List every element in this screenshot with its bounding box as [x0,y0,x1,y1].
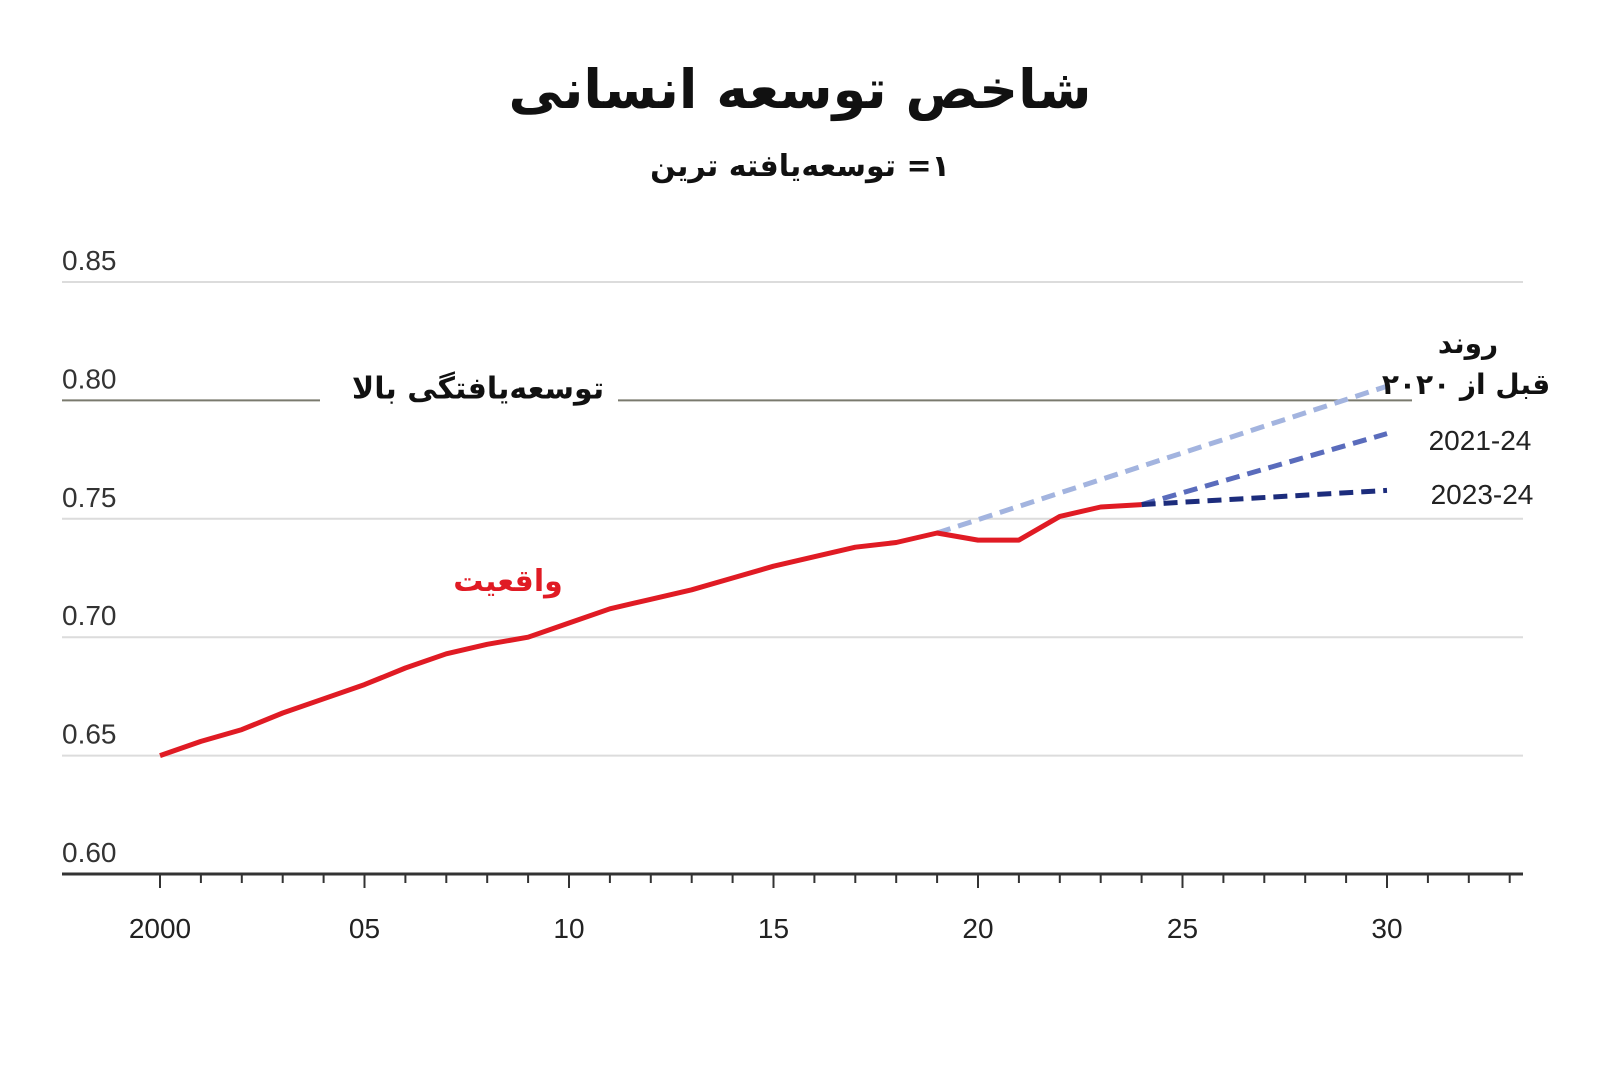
reference-line-label: توسعه‌یافتگی بالا [352,370,604,406]
series-line-1 [936,383,1388,536]
y-tick-label: 0.60 [62,837,117,868]
series-label-2023-24: 2023-24 [1431,479,1534,510]
y-tick-label: 0.70 [62,600,117,631]
y-tick-label: 0.80 [62,363,117,394]
x-tick-label: 05 [349,913,380,944]
series-label-2021-24: 2021-24 [1429,425,1532,456]
chart-subtitle: ۱= توسعه‌یافته ترین [650,149,950,184]
series-line-3 [1141,487,1388,508]
x-tick-label: 25 [1167,913,1198,944]
gridlines: 0.60 0.65 0.70 0.75 0.80 0.85 [62,245,1523,868]
x-tick-label: 30 [1371,913,1402,944]
series-line-0 [159,502,1142,758]
series-group [159,383,1388,758]
x-tick-label: 10 [553,913,584,944]
x-axis: 2000 05 10 15 20 25 30 [62,872,1523,944]
series-labels: واقعیت روند قبل از ۲۰۲۰ 2021-24 2023-24 [453,327,1550,599]
y-tick-label: 0.75 [62,482,117,513]
y-tick-label: 0.65 [62,719,117,750]
series-label-trend-line1: روند [1438,327,1498,360]
x-tick-label: 20 [962,913,993,944]
x-tick-label: 15 [758,913,789,944]
reference-line-group: توسعه‌یافتگی بالا [62,370,1412,406]
series-label-trend-line2: قبل از ۲۰۲۰ [1382,368,1550,401]
y-tick-label: 0.85 [62,245,117,276]
x-tick-label: 2000 [129,913,191,944]
chart-title: شاخص توسعه انسانی [509,58,1092,122]
series-label-actual: واقعیت [453,564,563,599]
